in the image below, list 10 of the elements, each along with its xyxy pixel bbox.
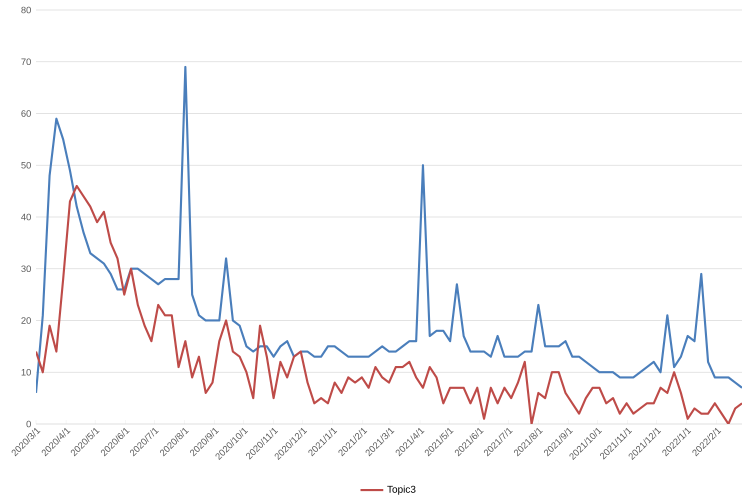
- y-tick-label: 10: [22, 368, 31, 376]
- y-tick-label: 40: [21, 214, 31, 220]
- y-tick-label: 80: [21, 6, 31, 14]
- legend-label: Topic3: [387, 485, 416, 495]
- y-tick-label: 60: [21, 110, 31, 117]
- y-tick-label: 50: [21, 162, 31, 169]
- y-tick-label: 30: [21, 265, 31, 272]
- y-tick-label: 20: [21, 317, 31, 324]
- y-tick-label: 70: [21, 58, 31, 66]
- y-tick-label: 0: [26, 420, 31, 428]
